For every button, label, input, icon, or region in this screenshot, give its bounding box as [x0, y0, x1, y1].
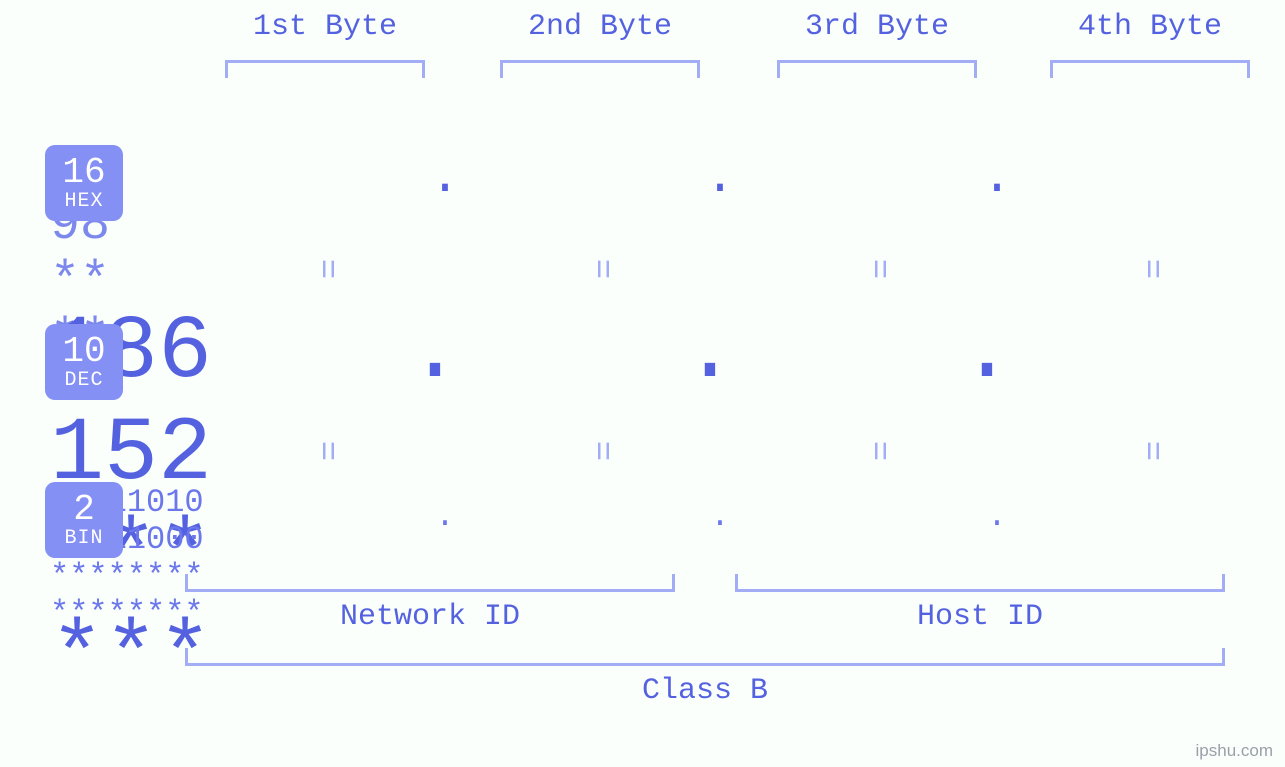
top-bracket-1: [225, 60, 425, 78]
hex-badge: 16 HEX: [45, 145, 123, 221]
eq-2-4: =: [1131, 431, 1169, 471]
class-bracket: [185, 648, 1225, 666]
network-id-label: Network ID: [185, 600, 675, 634]
byte-label-row: 1st Byte 2nd Byte 3rd Byte 4th Byte: [50, 10, 1240, 110]
eq-1-1: =: [306, 249, 344, 289]
eq-2-3: =: [858, 431, 896, 471]
hex-dot-2: .: [700, 150, 740, 207]
host-id-label: Host ID: [735, 600, 1225, 634]
bin-badge-num: 2: [45, 491, 123, 529]
dec-badge-num: 10: [45, 333, 123, 371]
bin-dot-1: .: [425, 498, 465, 535]
bottom-brackets-2: Class B: [50, 648, 1240, 728]
top-bracket-3: [777, 60, 977, 78]
hex-badge-lbl: HEX: [45, 191, 123, 212]
net-bracket: [185, 574, 675, 592]
watermark: ipshu.com: [1196, 741, 1273, 761]
bin-badge: 2 BIN: [45, 482, 123, 558]
equals-row-1: = = = =: [50, 250, 1240, 296]
hex-badge-num: 16: [45, 154, 123, 192]
dec-dot-2: .: [680, 302, 740, 404]
byte-label-2: 2nd Byte: [485, 10, 715, 44]
host-bracket: [735, 574, 1225, 592]
bottom-brackets-1: Network ID Host ID: [50, 574, 1240, 644]
dec-dot-3: .: [957, 302, 1017, 404]
dec-badge: 10 DEC: [45, 324, 123, 400]
equals-row-2: = = = =: [50, 432, 1240, 478]
byte-label-3: 3rd Byte: [762, 10, 992, 44]
byte-label-1: 1st Byte: [210, 10, 440, 44]
eq-1-4: =: [1131, 249, 1169, 289]
eq-2-2: =: [581, 431, 619, 471]
hex-row: 16 HEX BA . 98 . ** . **: [50, 140, 1240, 250]
hex-dot-1: .: [425, 150, 465, 207]
top-bracket-2: [500, 60, 700, 78]
class-label: Class B: [185, 674, 1225, 708]
dec-badge-lbl: DEC: [45, 370, 123, 391]
bin-badge-lbl: BIN: [45, 528, 123, 549]
bin-row: 2 BIN 10111010 . 10011000 . ******** . *…: [50, 484, 1240, 574]
dec-row: 10 DEC 186 . 152 . *** . ***: [50, 302, 1240, 432]
bin-dot-2: .: [700, 498, 740, 535]
diagram-container: 1st Byte 2nd Byte 3rd Byte 4th Byte 16 H…: [50, 0, 1240, 728]
dec-dot-1: .: [405, 302, 465, 404]
bin-dot-3: .: [977, 498, 1017, 535]
byte-label-4: 4th Byte: [1035, 10, 1265, 44]
hex-dot-3: .: [977, 150, 1017, 207]
eq-1-2: =: [581, 249, 619, 289]
eq-1-3: =: [858, 249, 896, 289]
top-bracket-4: [1050, 60, 1250, 78]
eq-2-1: =: [306, 431, 344, 471]
